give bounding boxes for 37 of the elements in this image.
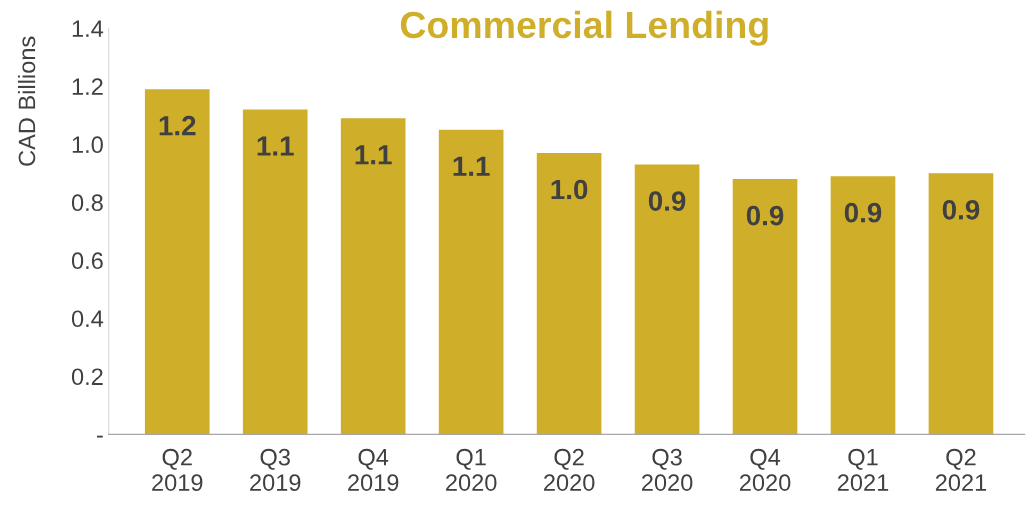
y-tick-label: 0.8 <box>71 194 103 212</box>
x-tick-label: Q2 2019 <box>152 448 203 491</box>
data-label: 1.1 <box>257 136 294 156</box>
bar <box>536 152 602 435</box>
x-tick-label: Q2 2020 <box>544 448 595 491</box>
y-tick-label: 1.4 <box>72 20 104 37</box>
bar <box>144 89 210 435</box>
y-tick-label: 0.2 <box>71 368 103 386</box>
data-label: 1.1 <box>453 156 490 176</box>
bar <box>340 118 406 435</box>
y-axis-title: CAD Billions <box>17 36 36 166</box>
data-label: 0.9 <box>844 202 882 223</box>
x-tick-label: Q1 2020 <box>446 448 497 491</box>
x-tick-label: Q4 2020 <box>739 448 791 491</box>
data-label: 1.0 <box>551 179 588 200</box>
bar <box>928 173 994 435</box>
data-label: 0.9 <box>746 205 784 226</box>
data-label: 0.9 <box>942 199 980 220</box>
x-tick-label: Q4 2019 <box>348 448 399 491</box>
x-tick-label: Q3 2020 <box>642 448 693 491</box>
chart-title: Commercial Lending <box>400 10 768 46</box>
y-tick-label: 1.0 <box>72 136 103 154</box>
bar <box>732 179 798 435</box>
bar <box>634 164 700 435</box>
data-label: 0.9 <box>648 191 686 211</box>
bar <box>438 129 504 435</box>
y-tick-label: 0.6 <box>71 252 103 270</box>
x-tick-label: Q2 2021 <box>935 448 987 491</box>
x-tick-label: Q3 2019 <box>250 448 301 491</box>
x-tick-label: Q1 2021 <box>837 448 889 491</box>
data-label: 1.1 <box>355 145 392 165</box>
y-tick-label: - <box>97 435 103 438</box>
bar <box>830 176 896 435</box>
bar <box>242 109 308 435</box>
data-label: 1.2 <box>159 115 196 136</box>
y-tick-label: 1.2 <box>72 78 103 95</box>
y-tick-label: 0.4 <box>71 310 104 328</box>
